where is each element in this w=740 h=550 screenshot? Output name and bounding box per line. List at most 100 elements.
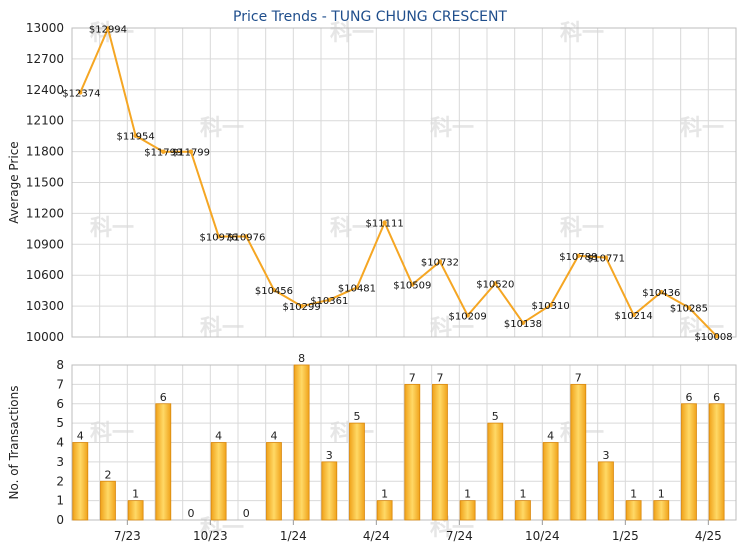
price-point — [105, 26, 111, 31]
tx-bar — [432, 383, 448, 521]
tx-bar-label: 6 — [713, 391, 720, 404]
price-tick-label: 11500 — [26, 176, 64, 190]
price-data-label: $11799 — [144, 148, 182, 159]
tx-bar-label: 1 — [519, 488, 526, 501]
tx-tick-label: 5 — [56, 416, 64, 430]
tx-tick-label: 3 — [56, 455, 64, 469]
tx-bar-label: 4 — [215, 430, 222, 443]
tx-bar — [376, 500, 393, 521]
tx-bar-label: 3 — [602, 449, 609, 462]
price-point — [686, 305, 692, 310]
tx-tick-label: 4 — [56, 436, 64, 450]
price-point — [78, 90, 83, 95]
tx-bar-label: 3 — [326, 449, 333, 462]
watermark-text: 科一 — [560, 21, 604, 46]
price-point — [465, 313, 470, 318]
x-tick-label: 10/23 — [193, 529, 228, 543]
price-data-label: $10481 — [338, 283, 376, 294]
price-data-label: $10456 — [255, 286, 293, 297]
watermark-text: 科一 — [200, 116, 244, 141]
price-point — [631, 312, 636, 318]
tx-bar — [321, 461, 338, 521]
x-tick-label: 1/25 — [612, 529, 639, 543]
tx-bar-label: 7 — [409, 371, 416, 384]
tx-bar — [100, 480, 116, 521]
tx-bar-label: 0 — [187, 507, 194, 520]
price-point — [271, 287, 277, 293]
price-data-label: $10138 — [504, 319, 542, 330]
tx-bar — [293, 364, 310, 521]
tx-bar — [459, 500, 476, 521]
tx-bar — [653, 500, 670, 521]
tx-bar — [210, 442, 227, 521]
tx-bar-label: 7 — [436, 371, 443, 384]
tx-bar-label: 4 — [270, 430, 277, 443]
tx-tick-label: 7 — [56, 377, 64, 391]
price-point — [493, 281, 498, 286]
price-tick-label: 12400 — [26, 83, 64, 97]
price-data-label: $11799 — [172, 148, 210, 159]
tx-bar-label: 4 — [77, 430, 84, 443]
price-tick-label: 10300 — [26, 299, 64, 313]
price-point — [659, 289, 664, 295]
price-data-label: $10008 — [694, 332, 732, 343]
price-point — [382, 220, 387, 225]
price-point — [548, 302, 553, 308]
tx-bar-label: 1 — [381, 488, 388, 501]
chart-title: Price Trends - TUNG CHUNG CRESCENT — [233, 9, 507, 25]
price-tick-label: 11800 — [26, 145, 64, 159]
tx-bar — [127, 500, 144, 521]
price-tick-label: 13000 — [26, 21, 64, 35]
x-tick-label: 7/24 — [446, 529, 473, 543]
price-data-label: $10732 — [421, 258, 459, 269]
price-data-label: $10788 — [559, 252, 597, 263]
tx-bar-label: 5 — [492, 410, 499, 423]
price-point — [216, 234, 221, 239]
tx-bar — [155, 403, 172, 521]
tx-bar — [598, 461, 614, 521]
price-data-label: $10310 — [532, 301, 570, 312]
price-point — [437, 259, 443, 264]
price-point — [714, 333, 719, 339]
price-point — [299, 304, 304, 309]
tx-bar — [266, 442, 282, 521]
price-point — [161, 149, 166, 154]
tx-bar-label: 7 — [575, 371, 582, 384]
price-data-label: $10976 — [200, 232, 238, 243]
price-tick-label: 12100 — [26, 114, 64, 128]
price-tick-label: 10000 — [26, 330, 64, 344]
price-axis-title: Average Price — [7, 141, 21, 223]
x-tick-label: 4/24 — [363, 529, 390, 543]
watermark-text: 科一 — [560, 216, 604, 241]
price-data-label: $10209 — [449, 311, 487, 322]
watermark-text: 科一 — [430, 116, 474, 141]
price-data-label: $12994 — [89, 25, 127, 36]
tx-bar-label: 5 — [353, 410, 360, 423]
tx-bar-label: 1 — [132, 488, 139, 501]
price-tick-label: 12700 — [26, 52, 64, 66]
price-point — [520, 320, 526, 325]
price-point — [244, 234, 249, 239]
tx-bar — [404, 383, 421, 521]
tx-bar — [708, 403, 725, 521]
price-data-label: $11954 — [117, 132, 155, 143]
tx-bar-label: 6 — [160, 391, 167, 404]
tx-bar — [542, 442, 559, 521]
tx-bar — [487, 422, 504, 521]
tx-bar — [570, 383, 587, 521]
tx-tick-label: 1 — [56, 494, 64, 508]
tx-bar-label: 1 — [658, 488, 665, 501]
price-panel: 10000 10300 10600 10900 11200 11500 11800 12100… — [7, 21, 737, 344]
tx-bar — [515, 500, 531, 521]
tx-bar-label: 4 — [547, 430, 554, 443]
price-series-line — [79, 25, 718, 337]
price-point — [133, 133, 138, 138]
tx-bar — [72, 442, 89, 521]
price-plot-frame — [71, 27, 737, 338]
price-tick-label: 11200 — [26, 206, 64, 220]
tx-bar-label: 6 — [685, 391, 692, 404]
x-tick-label: 1/24 — [280, 529, 307, 543]
price-point — [576, 253, 581, 259]
price-data-label: $10520 — [476, 279, 514, 290]
